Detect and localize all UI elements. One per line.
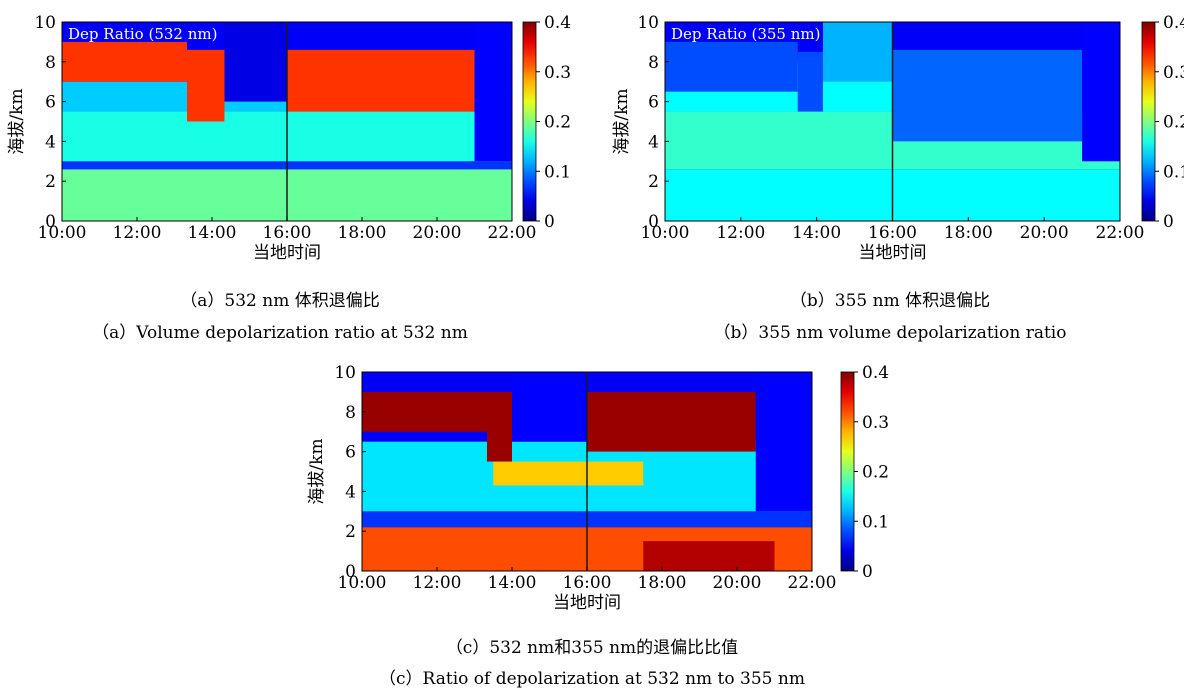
x-tick-label-b-4: 18:00 bbox=[944, 223, 993, 243]
data-layer-b-4 bbox=[797, 51, 823, 112]
x-tick-label-c-2: 14:00 bbox=[488, 573, 537, 593]
x-tick-label-b-3: 16:00 bbox=[868, 223, 917, 243]
x-tick-label-a-5: 20:00 bbox=[413, 223, 462, 243]
x-tick-label-c-0: 10:00 bbox=[338, 573, 387, 593]
x-tick-label-c-5: 20:00 bbox=[713, 573, 762, 593]
colorbar-tick-label-b-1: 0.1 bbox=[1163, 162, 1184, 182]
data-layer-c-5 bbox=[362, 391, 487, 432]
colorbar-b bbox=[1141, 21, 1156, 222]
x-tick-label-b-6: 22:00 bbox=[1096, 223, 1145, 243]
colorbar-tick-label-b-3: 0.3 bbox=[1163, 63, 1184, 83]
colorbar-tick-label-a-1: 0.1 bbox=[544, 162, 571, 182]
colorbar-tick-label-c-4: 0.4 bbox=[862, 363, 889, 383]
colorbar-c bbox=[840, 371, 855, 572]
x-tick-label-c-6: 22:00 bbox=[788, 573, 837, 593]
x-tick-label-b-2: 14:00 bbox=[792, 223, 841, 243]
colorbar-tick-label-b-4: 0.4 bbox=[1163, 13, 1184, 33]
data-layer-c-9 bbox=[755, 372, 812, 512]
x-tick-label-b-5: 20:00 bbox=[1020, 223, 1069, 243]
x-tick-label-b-0: 10:00 bbox=[641, 223, 690, 243]
colorbar-tick-label-a-4: 0.4 bbox=[544, 13, 571, 33]
caption-a-en: （a）Volume depolarization ratio at 532 nm bbox=[92, 323, 468, 343]
colorbar-tick-label-a-2: 0.2 bbox=[544, 113, 571, 133]
y-tick-label-c-2: 4 bbox=[345, 482, 356, 502]
y-tick-label-a-4: 8 bbox=[45, 53, 56, 73]
colorbar-tick-label-b-2: 0.2 bbox=[1163, 113, 1184, 133]
y-tick-label-a-5: 10 bbox=[34, 13, 56, 33]
x-tick-label-b-1: 12:00 bbox=[716, 223, 765, 243]
x-tick-label-a-4: 18:00 bbox=[338, 223, 387, 243]
x-tick-label-c-4: 18:00 bbox=[638, 573, 687, 593]
panel-c: 10:00 12:00 14:00 16:00 18:00 20:00 22:00 0 2 4 6 8… bbox=[300, 358, 900, 628]
y-tick-label-c-3: 6 bbox=[345, 443, 356, 463]
data-layer-c-8 bbox=[587, 391, 756, 452]
x-tick-label-a-3: 16:00 bbox=[263, 223, 312, 243]
y-tick-label-b-3: 6 bbox=[648, 93, 659, 113]
y-tick-label-a-3: 6 bbox=[45, 93, 56, 113]
caption-a-cn: （a）532 nm 体积退偏比 bbox=[180, 291, 380, 311]
caption-b-cn: （b）355 nm 体积退偏比 bbox=[789, 291, 991, 311]
data-layer-c-6 bbox=[487, 391, 512, 462]
colorbar-a bbox=[522, 21, 537, 222]
y-tick-label-b-1: 2 bbox=[648, 172, 659, 192]
y-axis-label-a: 海拔/km bbox=[7, 88, 27, 154]
caption-b-en: （b）355 nm volume depolarization ratio bbox=[713, 323, 1067, 343]
heatmap-a-svg: 10:00 12:00 14:00 16:00 18:00 20:00 22:00 0 2 4 6 8… bbox=[7, 13, 571, 263]
x-axis-label-a: 当地时间 bbox=[253, 243, 321, 263]
caption-c-en: （c）Ratio of depolarization at 532 nm to … bbox=[379, 669, 805, 689]
x-tick-label-a-6: 22:00 bbox=[488, 223, 537, 243]
y-tick-label-a-0: 0 bbox=[45, 212, 56, 232]
y-tick-label-a-2: 4 bbox=[45, 132, 56, 152]
data-layer-b-3 bbox=[665, 41, 798, 92]
data-layer-a-8 bbox=[474, 22, 512, 162]
data-layer-c-1 bbox=[643, 541, 775, 571]
y-tick-label-b-2: 4 bbox=[648, 132, 659, 152]
x-tick-label-a-2: 14:00 bbox=[188, 223, 237, 243]
data-layer-b-5 bbox=[822, 22, 893, 82]
data-layer-b-7 bbox=[1082, 22, 1120, 162]
x-tick-label-c-3: 16:00 bbox=[563, 573, 612, 593]
chart-title-a: Dep Ratio (532 nm) bbox=[68, 25, 217, 43]
caption-c-cn: （c）532 nm和355 nm的退偏比比值 bbox=[445, 638, 739, 658]
y-tick-label-c-1: 2 bbox=[345, 522, 356, 542]
x-tick-label-a-0: 10:00 bbox=[38, 223, 87, 243]
data-layer-a-5 bbox=[187, 49, 225, 122]
data-layer-a-4 bbox=[62, 41, 187, 82]
x-tick-label-a-1: 12:00 bbox=[113, 223, 162, 243]
data-layer-a-7 bbox=[287, 49, 475, 112]
colorbar-tick-label-c-0: 0 bbox=[862, 562, 873, 582]
colorbar-tick-label-a-3: 0.3 bbox=[544, 63, 571, 83]
x-axis-label-b: 当地时间 bbox=[859, 243, 927, 263]
heatmap-c-svg: 10:00 12:00 14:00 16:00 18:00 20:00 22:00 0 2 4 6 8… bbox=[307, 363, 889, 613]
y-tick-label-b-0: 0 bbox=[648, 212, 659, 232]
y-axis-label-c: 海拔/km bbox=[307, 438, 327, 504]
data-layer-c-7 bbox=[512, 372, 587, 442]
colorbar-tick-label-c-2: 0.2 bbox=[862, 463, 889, 483]
chart-title-b: Dep Ratio (355 nm) bbox=[671, 25, 820, 43]
data-layer-b-6 bbox=[892, 49, 1083, 142]
colorbar-tick-label-c-3: 0.3 bbox=[862, 413, 889, 433]
panel-b: 10:00 12:00 14:00 16:00 18:00 20:00 22:00 0 2 4 6 8… bbox=[605, 0, 1184, 275]
x-axis-label-c: 当地时间 bbox=[553, 593, 621, 613]
y-tick-label-c-5: 10 bbox=[334, 363, 356, 383]
colorbar-tick-label-c-1: 0.1 bbox=[862, 512, 889, 532]
data-layer-c-4 bbox=[493, 461, 644, 486]
y-tick-label-b-5: 10 bbox=[637, 13, 659, 33]
data-layer-a-6 bbox=[224, 22, 287, 102]
y-tick-label-c-4: 8 bbox=[345, 403, 356, 423]
y-tick-label-b-4: 8 bbox=[648, 53, 659, 73]
colorbar-tick-label-a-0: 0 bbox=[544, 212, 555, 232]
heatmap-b-svg: 10:00 12:00 14:00 16:00 18:00 20:00 22:00 0 2 4 6 8… bbox=[612, 13, 1184, 263]
panel-a: 10:00 12:00 14:00 16:00 18:00 20:00 22:00 0 2 4 6 8… bbox=[0, 0, 571, 275]
x-tick-label-c-1: 12:00 bbox=[413, 573, 462, 593]
colorbar-tick-label-b-0: 0 bbox=[1163, 212, 1174, 232]
y-tick-label-a-1: 2 bbox=[45, 172, 56, 192]
y-axis-label-b: 海拔/km bbox=[612, 88, 632, 154]
y-tick-label-c-0: 0 bbox=[345, 562, 356, 582]
